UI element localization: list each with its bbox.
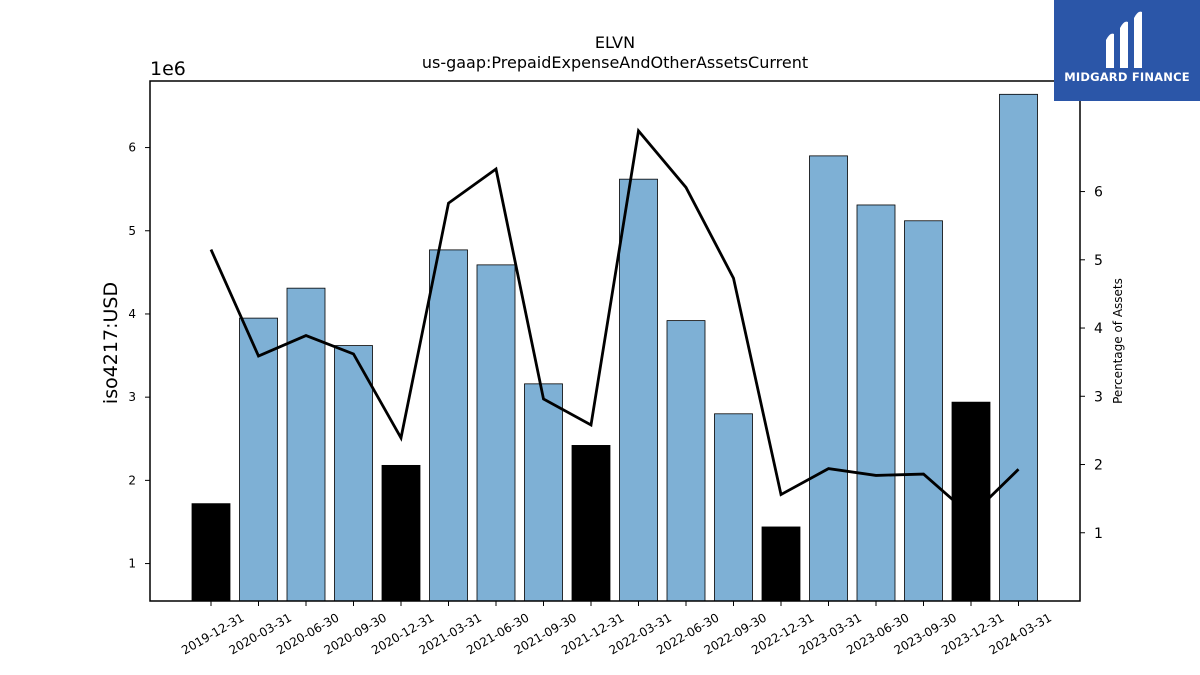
y-axis-offset-label: 1e6 xyxy=(150,58,186,80)
y-tick-label-4: 4 xyxy=(128,307,136,321)
bar-2022-03-31 xyxy=(619,178,658,602)
bar-2024-03-31 xyxy=(999,93,1038,602)
y2-tick-label-6: 6 xyxy=(1094,185,1103,201)
y2-tick-label-2: 2 xyxy=(1094,458,1103,474)
bar-2021-06-30 xyxy=(476,264,516,602)
chart-title: ELVN xyxy=(595,33,635,52)
percentage-line xyxy=(209,127,1020,518)
y-tick-label-5: 5 xyxy=(128,224,136,238)
bar-2021-12-31 xyxy=(571,445,611,602)
line-layer xyxy=(209,127,1020,518)
bar-2023-09-30 xyxy=(904,220,943,602)
logo-name: MIDGARD FINANCE xyxy=(1064,70,1190,84)
bar-2020-09-30 xyxy=(334,345,373,602)
y2-tick-label-5: 5 xyxy=(1094,253,1103,269)
y-axis-label: iso4217:USD xyxy=(100,282,122,404)
bar-2021-03-31 xyxy=(429,249,468,602)
bar-2020-03-31 xyxy=(239,317,278,602)
bar-2019-12-31 xyxy=(191,503,231,602)
y2-tick-label-4: 4 xyxy=(1094,321,1103,337)
y2-axis-label: Percentage of Assets xyxy=(1111,278,1125,404)
bar-2023-03-31 xyxy=(809,155,848,602)
y-tick-label-6: 6 xyxy=(128,141,136,155)
plot-frame xyxy=(149,80,1081,602)
y2-tick-label-1: 1 xyxy=(1094,526,1103,542)
bar-2022-12-31 xyxy=(761,526,801,602)
y2-tick-label-3: 3 xyxy=(1094,389,1103,405)
bar-2021-09-30 xyxy=(524,383,563,602)
bar-2022-09-30 xyxy=(714,413,753,602)
y-tick-label-1: 1 xyxy=(128,557,136,571)
bar-2023-06-30 xyxy=(856,204,896,602)
y-tick-label-3: 3 xyxy=(128,390,136,404)
logo-mark-icon xyxy=(1106,11,1142,69)
bars-group xyxy=(191,93,1038,602)
midgard-finance-logo: MIDGARD FINANCE xyxy=(1054,0,1200,101)
chart-subtitle: us-gaap:PrepaidExpenseAndOtherAssetsCurr… xyxy=(422,53,808,72)
y-tick-label-2: 2 xyxy=(128,473,136,487)
bar-2020-12-31 xyxy=(381,464,421,602)
bar-2022-06-30 xyxy=(666,320,706,602)
